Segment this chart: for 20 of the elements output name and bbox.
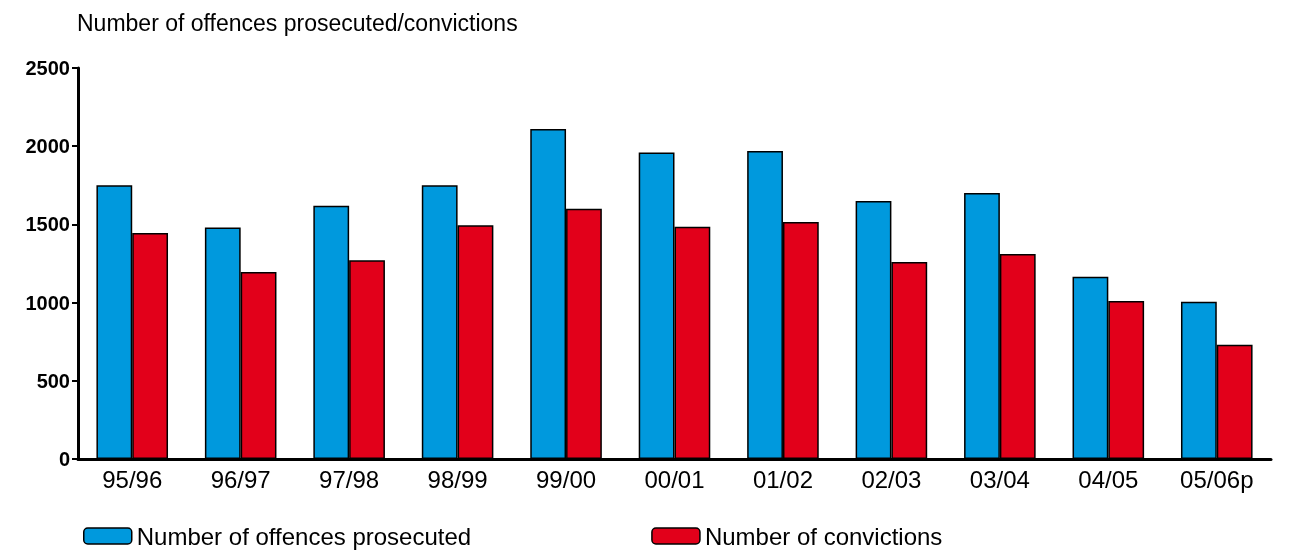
x-tick-label: 02/03 <box>861 465 922 493</box>
x-tick-label: 95/96 <box>102 465 163 493</box>
x-tick-label: 96/97 <box>210 465 271 493</box>
x-tick-label: 99/00 <box>536 465 597 493</box>
y-tick-label: 2500 <box>25 57 70 79</box>
x-tick-label: 03/04 <box>969 465 1030 493</box>
y-axis-title: Number of offences prosecuted/convictions <box>77 9 518 36</box>
legend-label: Number of convictions <box>704 522 943 550</box>
y-tick-label: 2000 <box>25 135 70 158</box>
y-tick-label: 500 <box>36 369 70 392</box>
x-tick-label: 05/06p <box>1180 465 1254 493</box>
x-tick-label: 00/01 <box>644 465 705 493</box>
x-tick-label: 98/99 <box>427 465 488 493</box>
x-tick-label: 01/02 <box>752 465 813 493</box>
legend-label: Number of offences prosecuted <box>136 522 472 550</box>
y-tick-label: 1000 <box>25 291 70 314</box>
y-tick-label: 1500 <box>25 213 70 236</box>
x-tick-label: 97/98 <box>319 465 380 493</box>
y-tick-label: 0 <box>58 448 70 470</box>
x-tick-label: 04/05 <box>1078 465 1139 493</box>
